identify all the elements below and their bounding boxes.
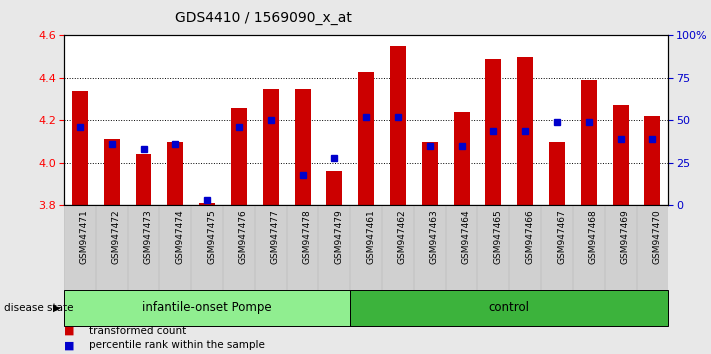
Text: GSM947466: GSM947466 (525, 210, 534, 264)
Text: control: control (488, 302, 530, 314)
Text: GSM947469: GSM947469 (621, 210, 630, 264)
Text: GSM947470: GSM947470 (653, 210, 661, 264)
Bar (613, 105, 629, 205)
Bar (136, 154, 151, 205)
Text: GSM947479: GSM947479 (334, 210, 343, 264)
Bar (294, 88, 311, 205)
Text: GSM947472: GSM947472 (112, 210, 121, 264)
Bar (167, 142, 183, 205)
Bar (199, 203, 215, 205)
Bar (72, 91, 88, 205)
Text: GSM947461: GSM947461 (366, 210, 375, 264)
Text: GSM947474: GSM947474 (176, 210, 184, 264)
Bar (422, 142, 438, 205)
Text: GSM947468: GSM947468 (589, 210, 598, 264)
Bar (326, 171, 342, 205)
Text: GSM947462: GSM947462 (398, 210, 407, 264)
Text: disease state: disease state (4, 303, 73, 313)
Bar (104, 139, 119, 205)
Bar (358, 72, 374, 205)
FancyBboxPatch shape (64, 290, 351, 326)
Bar (390, 46, 406, 205)
Text: GSM947471: GSM947471 (80, 210, 89, 264)
Text: GSM947464: GSM947464 (461, 210, 471, 264)
Bar (581, 80, 597, 205)
Bar (518, 57, 533, 205)
Text: ■: ■ (64, 326, 75, 336)
Text: GDS4410 / 1569090_x_at: GDS4410 / 1569090_x_at (175, 11, 351, 25)
Text: GSM947477: GSM947477 (271, 210, 279, 264)
Text: percentile rank within the sample: percentile rank within the sample (89, 340, 264, 350)
Text: ■: ■ (64, 340, 75, 350)
Text: GSM947476: GSM947476 (239, 210, 248, 264)
Bar (549, 142, 565, 205)
Text: transformed count: transformed count (89, 326, 186, 336)
Text: ▶: ▶ (53, 303, 60, 313)
Bar (263, 88, 279, 205)
Text: GSM947465: GSM947465 (493, 210, 503, 264)
Bar (454, 112, 469, 205)
Text: GSM947463: GSM947463 (429, 210, 439, 264)
Bar (486, 59, 501, 205)
Text: GSM947475: GSM947475 (207, 210, 216, 264)
FancyBboxPatch shape (351, 290, 668, 326)
Text: GSM947473: GSM947473 (144, 210, 153, 264)
Text: GSM947478: GSM947478 (303, 210, 311, 264)
Bar (231, 108, 247, 205)
Bar (644, 116, 661, 205)
Text: infantile-onset Pompe: infantile-onset Pompe (142, 302, 272, 314)
Text: GSM947467: GSM947467 (557, 210, 566, 264)
